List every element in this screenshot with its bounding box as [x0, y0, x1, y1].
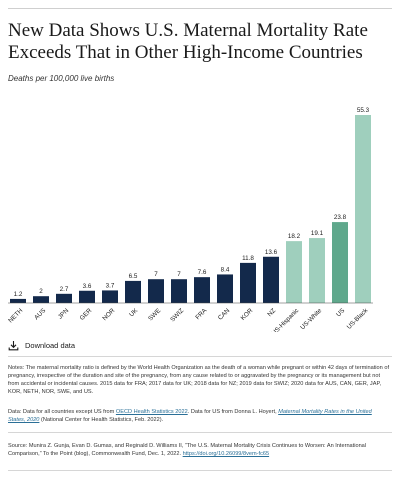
value-label-swe: 7: [154, 271, 158, 278]
value-label-us-white: 19.1: [311, 230, 324, 237]
data-note-middle: . Data for US from Donna L. Hoyert,: [187, 409, 279, 415]
oecd-link[interactable]: OECD Health Statistics 2022: [115, 409, 188, 415]
x-tick-label-swiz: SWIZ: [169, 307, 185, 323]
x-tick-label-nz: NZ: [266, 307, 277, 318]
source-text: Source: Munira Z. Gunja, Evan D. Gumas, …: [8, 443, 367, 457]
bar-neth: [10, 298, 26, 303]
bar-can: [217, 274, 233, 303]
bars-group: [10, 115, 371, 303]
x-tick-label-us-black: US-Black: [346, 307, 370, 331]
value-label-nz: 13.6: [265, 249, 278, 256]
download-data-label: Download data: [25, 341, 76, 350]
bar-fra: [194, 277, 210, 303]
bar-us: [332, 222, 348, 303]
bar-ger: [79, 290, 95, 303]
bar-us-hispanic: [286, 241, 302, 303]
value-label-can: 8.4: [221, 266, 230, 273]
x-tick-label-uk: UK: [128, 307, 140, 319]
x-tick-label-neth: NETH: [7, 307, 24, 324]
value-label-uk: 6.5: [129, 273, 138, 280]
x-tick-label-aus: AUS: [33, 307, 47, 321]
bar-chart: 1.2 2 2.7 3.6 3.7 6.5 7 7 7.6 8.4 11.8 13.6 18.2 19.1…: [7, 107, 373, 332]
x-tick-label-ger: GER: [79, 307, 94, 322]
bar-swiz: [171, 279, 187, 303]
x-tick-label-can: CAN: [217, 307, 232, 322]
bar-swe: [148, 279, 164, 303]
download-icon: [8, 341, 19, 351]
separator: [8, 356, 392, 357]
separator: [8, 432, 392, 433]
value-label-us: 23.8: [334, 214, 347, 221]
x-tick-label-kor: KOR: [240, 307, 255, 322]
source-note: Source: Munira Z. Gunja, Evan D. Gumas, …: [8, 442, 390, 458]
value-label-us-black: 55.3: [357, 107, 370, 114]
nchs-link-text: Maternal Mortality Rates in the United S…: [8, 409, 372, 423]
chart-title: New Data Shows U.S. Maternal Mortality R…: [8, 20, 368, 63]
nchs-link[interactable]: Maternal Mortality Rates in the United S…: [8, 409, 372, 423]
x-tick-label-nor: NOR: [101, 307, 116, 322]
bar-kor: [240, 262, 256, 303]
value-label-aus: 2: [39, 288, 43, 295]
bar-aus: [33, 296, 49, 303]
data-note-suffix: (National Center for Health Statistics, …: [39, 417, 164, 423]
bottom-rule: [8, 470, 392, 471]
bar-nz: [263, 256, 279, 303]
chart-subtitle: Deaths per 100,000 live births: [8, 74, 115, 83]
value-label-us-hispanic: 18.2: [288, 233, 301, 240]
bar-us-white: [309, 238, 325, 303]
value-label-neth: 1.2: [14, 291, 23, 298]
bar-jpn: [56, 293, 72, 303]
download-data-button[interactable]: Download data: [8, 340, 75, 351]
value-label-nor: 3.7: [106, 282, 115, 289]
value-label-swiz: 7: [177, 271, 181, 278]
doi-link[interactable]: https://doi.org/10.26099/8vem-fc65: [182, 451, 270, 457]
top-rule: [8, 8, 392, 9]
data-note-prefix: Data: Data for all countries except US f…: [8, 409, 116, 415]
x-tick-label-fra: FRA: [194, 307, 208, 321]
value-label-kor: 11.8: [242, 255, 254, 262]
x-tick-label-us-white: US-White: [299, 307, 323, 331]
x-tick-labels-group: NETH AUS JPN GER NOR UK SWE SWIZ FRA CAN KOR NZUS-H…: [7, 307, 370, 332]
x-tick-label-swe: SWE: [147, 307, 162, 322]
notes-text: Notes: The maternal mortality ratio is d…: [8, 365, 389, 395]
bar-us-black: [355, 115, 371, 303]
value-label-jpn: 2.7: [60, 286, 69, 293]
data-note: Data: Data for all countries except US f…: [8, 408, 390, 424]
bar-nor: [102, 290, 118, 303]
x-tick-label-jpn: JPN: [57, 307, 71, 321]
bar-uk: [125, 280, 141, 303]
value-label-fra: 7.6: [198, 269, 207, 276]
value-label-ger: 3.6: [83, 283, 92, 290]
x-tick-label-us: US: [335, 307, 346, 318]
value-labels-group: 1.2 2 2.7 3.6 3.7 6.5 7 7 7.6 8.4 11.8 13.6 18.2 19.1…: [14, 107, 370, 298]
